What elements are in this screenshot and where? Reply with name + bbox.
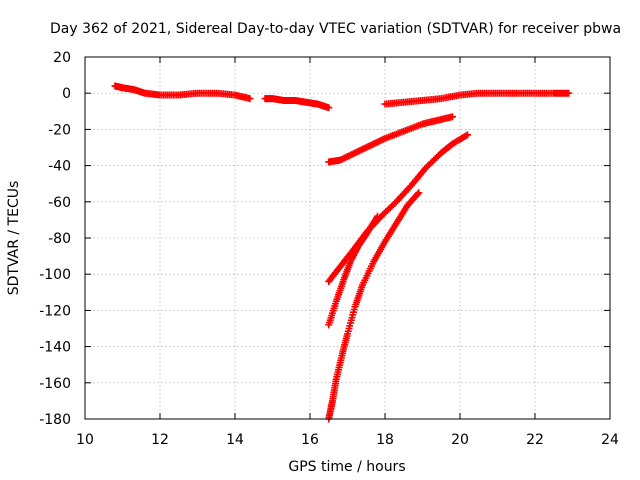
data-point [449,113,456,121]
series-arc-6 [325,212,381,329]
x-tick-label: 24 [601,432,619,448]
data-point [325,104,333,112]
x-tick-label: 12 [151,432,169,448]
data-point [414,190,422,198]
x-tick-label: 14 [226,432,244,448]
series-arc-3 [381,89,573,108]
y-tick-label: -180 [39,412,71,428]
data-point [565,89,573,97]
y-axis-label: SDTVAR / TECUs [6,181,22,296]
y-tick-label: -140 [39,340,71,356]
series-arc-7 [325,189,423,423]
chart-title: Day 362 of 2021, Sidereal Day-to-day VTE… [50,21,621,37]
series-arc-5 [325,131,471,285]
x-axis-label: GPS time / hours [288,459,405,475]
y-tick-label: -80 [48,231,71,247]
x-tick-labels: 10 12 14 16 18 20 22 24 [76,432,619,448]
data-point [374,212,381,220]
x-tick-label: 16 [301,432,319,448]
data-point [462,132,470,140]
series-arc-1 [111,82,254,103]
series-arc-2 [261,95,333,112]
x-tick-label: 10 [76,432,94,448]
data-point [415,189,423,197]
y-tick-label: 0 [62,86,71,102]
y-tick-label: -100 [39,267,71,283]
axis-ticks [84,56,611,420]
x-tick-label: 18 [376,432,394,448]
x-tick-label: 20 [451,432,469,448]
y-tick-labels: 20 0 -20 -40 -60 -80 -100 -120 -140 -160 -180 [39,50,71,428]
y-tick-label: -120 [39,303,71,319]
y-tick-label: -160 [39,376,71,392]
data-point [246,95,254,103]
data-series [111,82,573,423]
grid-lines [85,57,610,419]
y-tick-label: 20 [53,50,71,66]
y-tick-label: -40 [48,159,71,175]
plot-frame [84,56,611,420]
y-tick-label: -60 [48,195,71,211]
y-tick-label: -20 [48,122,71,138]
data-point [464,131,471,139]
series-arc-4 [325,113,456,166]
x-tick-label: 22 [526,432,544,448]
